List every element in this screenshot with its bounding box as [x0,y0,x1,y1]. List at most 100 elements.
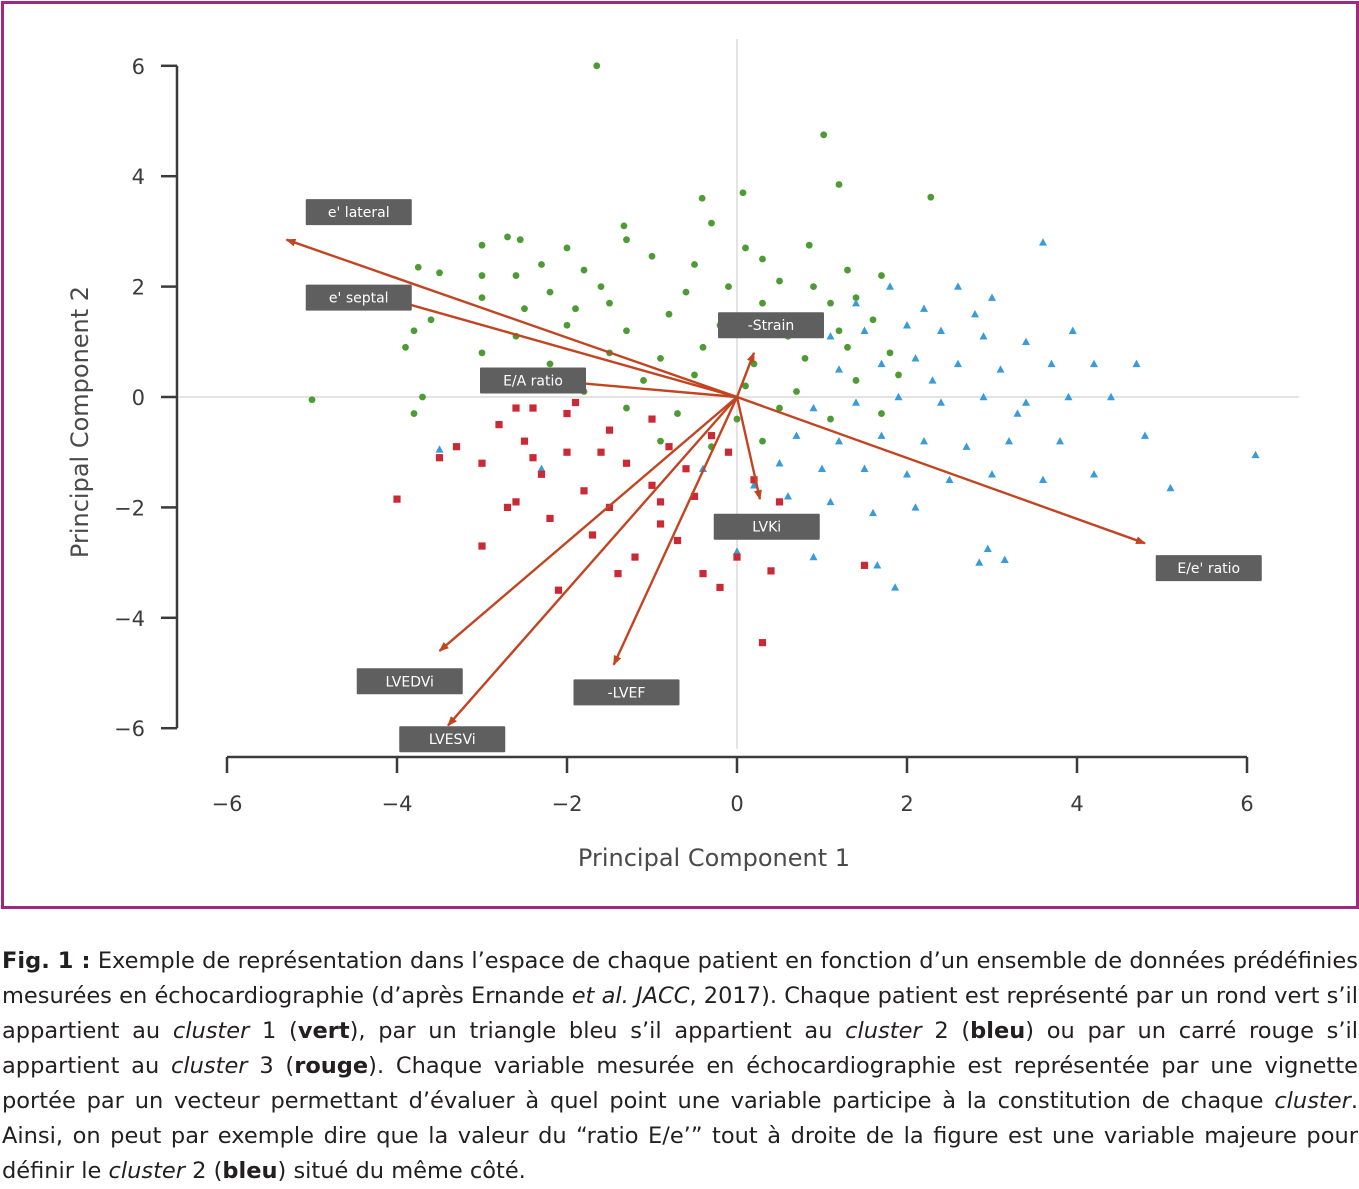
vector-label-box [573,679,680,706]
cluster-3-point [495,421,503,429]
caption-text: 2 ( [921,1018,971,1044]
cluster-2-point [903,470,911,478]
cluster-2-point [891,583,900,591]
cluster-2-point [1005,436,1013,445]
cluster-2-point [928,376,937,384]
cluster-2-point [1107,392,1115,401]
cluster-1-point [725,283,732,290]
cluster-2-point [937,398,945,406]
cluster-1-point [593,62,601,70]
cluster-3-point [563,448,571,456]
cluster-2-point [1013,409,1022,417]
cluster-1-point [606,299,613,307]
cluster-1-point [546,288,554,296]
cluster-3-point [724,448,733,456]
cluster-1-point [478,294,486,302]
cluster-1-point [739,189,747,197]
cluster-1-point [827,415,834,423]
cluster-2-point [945,475,954,483]
cluster-2-point [971,310,979,318]
y-tick-label: −6 [114,717,145,741]
cluster-1-point [674,410,681,417]
cluster-2-point [818,464,826,472]
cluster-2-point [911,503,920,511]
cluster-1-point [657,437,664,445]
cluster-1-point [699,343,707,351]
cluster-1-point [793,388,800,395]
cluster-1-point [691,371,698,379]
vector-label-text: e' lateral [328,205,390,221]
x-tick-label: 0 [730,792,743,816]
caption-vert: vert [297,1018,350,1044]
cluster-1-point [478,349,486,357]
x-tick-label: −6 [212,792,243,816]
cluster-1-point [546,360,554,368]
caption-text: 1 ( [249,1018,298,1044]
cluster-1-point [563,244,571,252]
cluster-3-point [656,520,665,528]
cluster-2-point [1090,470,1098,478]
cluster-1-point [927,193,935,201]
cluster-1-point [623,236,630,244]
cluster-2-point [809,552,818,561]
x-tick-label: 4 [1070,792,1083,816]
vector-label-box [305,199,412,226]
caption-text: , 2017). Chaque patient est représenté p… [2,983,1359,1044]
caption-text: ) ou par un carré rouge s’il appartient … [2,1018,1358,1079]
cluster-2-point [835,365,843,373]
cluster-3-point [597,448,605,456]
vector-label-box [305,284,412,311]
cluster-3-point [699,570,707,578]
loading-vector-arrow [735,396,762,501]
vector-label-text: -Strain [748,318,795,334]
cluster-1-point [410,410,418,417]
cluster-1-point [810,283,817,290]
cluster-2-point [1132,359,1141,368]
vector-label-box [356,668,463,695]
cluster-1-point [869,316,877,324]
cluster-1-point [801,354,809,362]
cluster-3-point [512,498,520,506]
loading-vector-arrow [612,396,739,666]
cluster-2-point [809,403,818,412]
cluster-3-point [546,514,554,523]
cluster-2-point [979,332,988,340]
cluster-1-point [835,327,843,335]
caption-text: 3 ( [247,1053,295,1079]
cluster-1-point [852,294,860,302]
cluster-1-point [538,261,545,268]
cluster-2-point [903,321,911,329]
loading-vector-arrow [285,238,738,399]
caption-cluster-word: cluster [108,1158,185,1184]
cluster-2-point [1039,475,1047,483]
cluster-3-point [554,586,563,594]
vector-label-box [713,513,820,540]
cluster-1-point [776,404,783,412]
cluster-3-point [690,492,699,500]
cluster-2-point [886,282,894,290]
cluster-2-point [1000,555,1009,564]
cluster-1-point [504,233,511,241]
cluster-1-point [805,241,813,249]
cluster-1-point [895,371,902,379]
cluster-2-point [826,332,835,340]
cluster-2-point [979,392,988,401]
loading-vector-arrow [438,396,738,652]
caption-cluster-word: cluster [1274,1088,1351,1114]
cluster-1-point [820,131,828,139]
vector-label-text: LVESVi [429,732,476,748]
cluster-3-point [478,542,486,550]
cluster-3-point [537,470,546,478]
cluster-2-point [775,459,784,467]
x-tick-label: −4 [382,792,413,816]
loading-vectors [285,238,1146,727]
y-tick-label: 0 [132,386,145,410]
cluster-3-point [520,437,529,445]
cluster-1-point [827,299,834,307]
pca-scatter-chart: −6 −4 −2 0 2 4 6 6 4 2 0 −2 −4 −6 e' lateral e' septal… [66,39,1299,872]
cluster-2-point [954,282,962,290]
x-axis-label: Principal Component 1 [578,844,850,872]
cluster-2-point [920,436,928,445]
vector-label-text: E/A ratio [503,373,563,389]
cluster-1-point [402,343,409,351]
